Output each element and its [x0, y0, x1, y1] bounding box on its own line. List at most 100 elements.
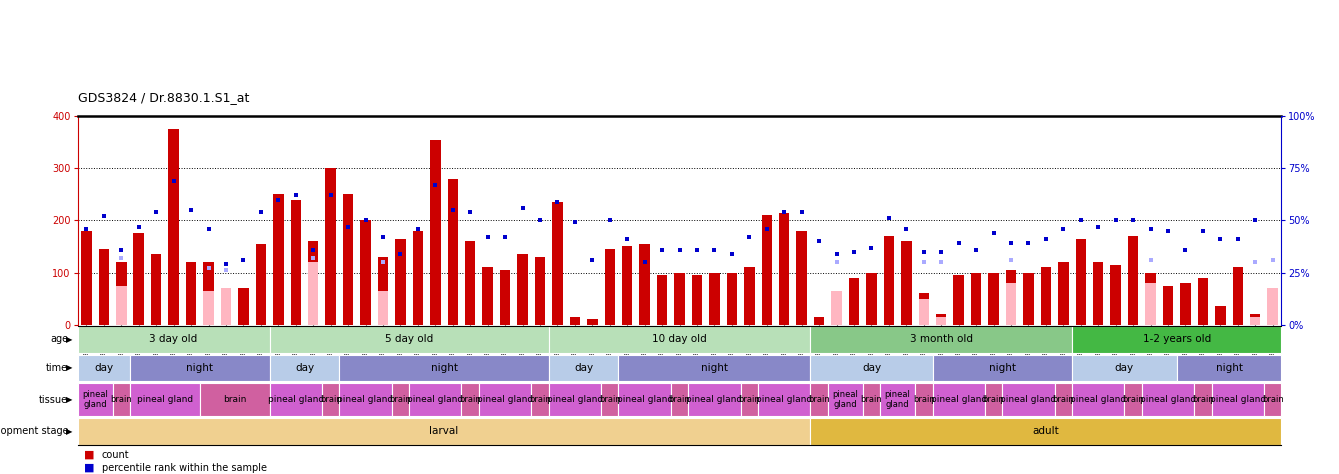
Bar [688, 383, 740, 416]
Text: pineal gland: pineal gland [1209, 395, 1265, 404]
Bar [849, 278, 860, 325]
Bar [1251, 314, 1260, 325]
Bar [169, 129, 179, 325]
Text: brain: brain [861, 395, 882, 404]
Bar [1006, 270, 1016, 325]
Bar [1212, 383, 1264, 416]
Bar [1264, 383, 1281, 416]
Text: ■: ■ [84, 463, 95, 473]
Bar [479, 383, 532, 416]
Bar [200, 383, 269, 416]
Bar [936, 314, 947, 325]
Bar [325, 168, 336, 325]
Bar [412, 231, 423, 325]
Text: count: count [102, 449, 130, 460]
Bar [1177, 355, 1281, 381]
Text: brain: brain [809, 395, 830, 404]
Text: pineal gland: pineal gland [687, 395, 743, 404]
Bar [1251, 317, 1260, 325]
Bar [692, 275, 702, 325]
Text: brain: brain [1122, 395, 1144, 404]
Text: pineal gland: pineal gland [477, 395, 533, 404]
Text: night: night [700, 363, 728, 373]
Bar [549, 383, 601, 416]
Text: brain: brain [1261, 395, 1284, 404]
Text: day: day [574, 363, 593, 373]
Text: GDS3824 / Dr.8830.1.S1_at: GDS3824 / Dr.8830.1.S1_at [78, 91, 249, 104]
Bar [532, 383, 549, 416]
Bar [601, 383, 619, 416]
Bar [1214, 307, 1225, 325]
Bar [762, 215, 773, 325]
Bar [343, 194, 353, 325]
Text: day: day [295, 363, 315, 373]
Text: ▶: ▶ [66, 395, 72, 404]
Bar [410, 383, 462, 416]
Bar [1110, 264, 1121, 325]
Text: ▶: ▶ [66, 364, 72, 372]
Bar [797, 231, 807, 325]
Text: brain: brain [1052, 395, 1074, 404]
Bar [1142, 383, 1194, 416]
Bar [256, 244, 266, 325]
Text: brain: brain [599, 395, 621, 404]
Bar [221, 288, 232, 325]
Bar [1145, 273, 1156, 325]
Bar [321, 383, 339, 416]
Bar [710, 273, 719, 325]
Text: tissue: tissue [39, 394, 68, 405]
Text: percentile rank within the sample: percentile rank within the sample [102, 463, 266, 473]
Text: 5 day old: 5 day old [386, 334, 434, 345]
Text: brain: brain [224, 395, 246, 404]
Text: brain: brain [913, 395, 935, 404]
Text: larval: larval [430, 426, 459, 437]
Text: pineal gland: pineal gland [931, 395, 987, 404]
Text: day: day [1115, 363, 1134, 373]
Text: night: night [1216, 363, 1243, 373]
Text: brain: brain [529, 395, 550, 404]
Text: pineal gland: pineal gland [137, 395, 193, 404]
Bar [1040, 267, 1051, 325]
Bar [1162, 285, 1173, 325]
Bar [619, 355, 810, 381]
Text: brain: brain [668, 395, 691, 404]
Bar [810, 383, 828, 416]
Bar [988, 273, 999, 325]
Bar [623, 246, 632, 325]
Bar [1055, 383, 1073, 416]
Text: ▶: ▶ [66, 427, 72, 436]
Bar [291, 200, 301, 325]
Bar [604, 249, 615, 325]
Text: brain: brain [983, 395, 1004, 404]
Bar [78, 326, 269, 353]
Bar [862, 383, 880, 416]
Bar [953, 275, 964, 325]
Bar [880, 383, 915, 416]
Bar [901, 241, 912, 325]
Bar [151, 255, 162, 325]
Bar [552, 202, 562, 325]
Bar [1125, 383, 1142, 416]
Bar [919, 299, 929, 325]
Text: brain: brain [110, 395, 133, 404]
Bar [1093, 262, 1103, 325]
Text: pineal
gland: pineal gland [82, 390, 108, 409]
Bar [1073, 326, 1281, 353]
Bar [1075, 239, 1086, 325]
Bar [130, 355, 269, 381]
Text: brain: brain [320, 395, 341, 404]
Bar [112, 383, 130, 416]
Bar [430, 140, 441, 325]
Bar [221, 291, 232, 325]
Bar [828, 383, 862, 416]
Text: time: time [46, 363, 68, 373]
Bar [1194, 383, 1212, 416]
Bar [657, 275, 667, 325]
Bar [1268, 288, 1277, 325]
Bar [134, 234, 145, 325]
Bar [392, 383, 410, 416]
Bar [99, 249, 108, 325]
Text: pineal gland: pineal gland [407, 395, 463, 404]
Text: ■: ■ [84, 449, 95, 460]
Bar [810, 355, 932, 381]
